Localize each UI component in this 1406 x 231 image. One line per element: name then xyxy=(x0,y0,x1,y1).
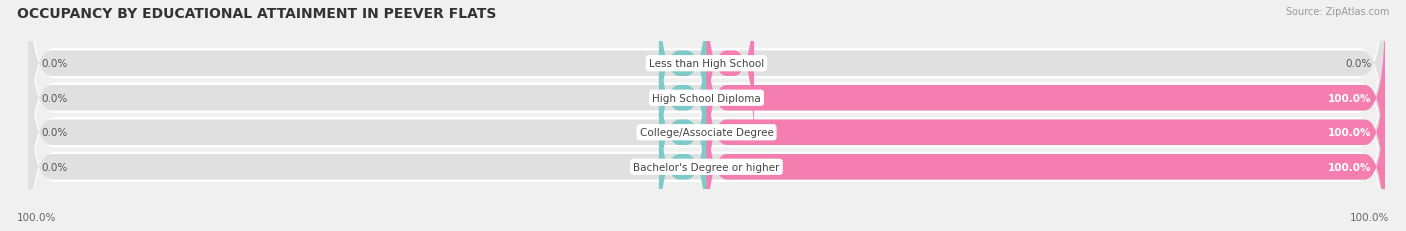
FancyBboxPatch shape xyxy=(706,0,754,154)
FancyBboxPatch shape xyxy=(28,59,1385,231)
Text: Source: ZipAtlas.com: Source: ZipAtlas.com xyxy=(1285,7,1389,17)
Text: OCCUPANCY BY EDUCATIONAL ATTAINMENT IN PEEVER FLATS: OCCUPANCY BY EDUCATIONAL ATTAINMENT IN P… xyxy=(17,7,496,21)
FancyBboxPatch shape xyxy=(659,77,707,231)
FancyBboxPatch shape xyxy=(706,8,1385,189)
Text: 0.0%: 0.0% xyxy=(42,93,67,103)
FancyBboxPatch shape xyxy=(28,0,1385,172)
Text: 100.0%: 100.0% xyxy=(1327,128,1371,138)
Text: High School Diploma: High School Diploma xyxy=(652,93,761,103)
FancyBboxPatch shape xyxy=(28,0,1385,206)
FancyBboxPatch shape xyxy=(659,0,707,154)
FancyBboxPatch shape xyxy=(706,42,1385,223)
Text: 100.0%: 100.0% xyxy=(1327,162,1371,172)
FancyBboxPatch shape xyxy=(706,77,1385,231)
FancyBboxPatch shape xyxy=(28,0,1385,221)
Text: 100.0%: 100.0% xyxy=(1327,93,1371,103)
Text: 0.0%: 0.0% xyxy=(1346,59,1371,69)
Text: Bachelor's Degree or higher: Bachelor's Degree or higher xyxy=(633,162,780,172)
FancyBboxPatch shape xyxy=(28,45,1385,231)
Text: Less than High School: Less than High School xyxy=(650,59,763,69)
Text: College/Associate Degree: College/Associate Degree xyxy=(640,128,773,138)
Text: 0.0%: 0.0% xyxy=(42,59,67,69)
FancyBboxPatch shape xyxy=(28,25,1385,231)
Text: 0.0%: 0.0% xyxy=(42,162,67,172)
Text: 100.0%: 100.0% xyxy=(1350,212,1389,222)
Text: 0.0%: 0.0% xyxy=(42,128,67,138)
FancyBboxPatch shape xyxy=(28,10,1385,231)
FancyBboxPatch shape xyxy=(659,8,707,189)
Text: 100.0%: 100.0% xyxy=(17,212,56,222)
FancyBboxPatch shape xyxy=(28,0,1385,186)
FancyBboxPatch shape xyxy=(659,42,707,223)
